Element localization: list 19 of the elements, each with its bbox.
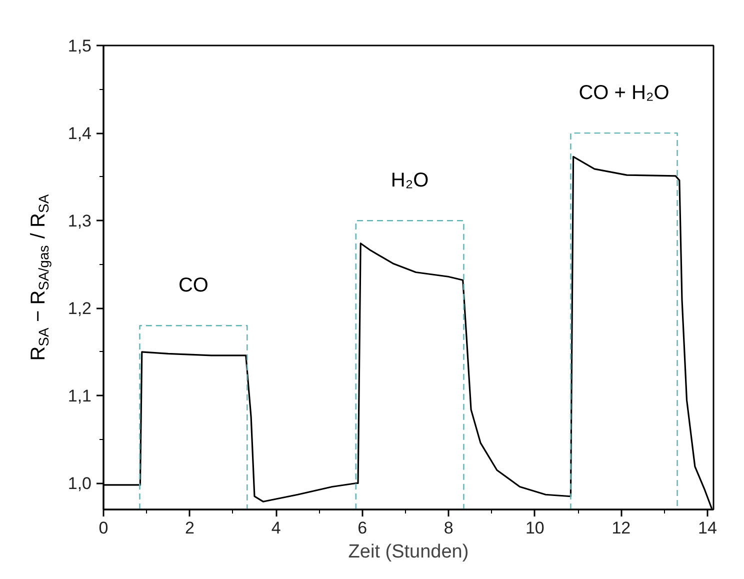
x-axis-title: Zeit (Stunden) [348,542,469,562]
x-tick-label: 0 [98,518,108,538]
annotation: CO [178,274,208,297]
x-tick-label: 12 [612,518,631,538]
y-tick-label: 1,5 [68,36,92,56]
y-tick-label: 1,4 [68,124,92,144]
annotation: H₂O [390,170,429,192]
y-tick-label: 1,2 [68,299,92,318]
y-tick-label: 1,1 [68,386,92,406]
x-tick-label: 14 [698,518,717,538]
x-tick-label: 2 [185,518,195,538]
y-axis-title: RSA − RSA/gas / RSA [28,194,52,361]
annotation: CO + H₂O [578,82,670,104]
x-tick-label: 10 [525,518,544,538]
y-tick-label: 1,0 [68,474,92,494]
x-tick-label: 8 [444,518,454,538]
x-tick-label: 4 [271,518,281,538]
x-tick-label: 6 [358,518,368,538]
y-tick-label: 1,3 [68,212,92,231]
